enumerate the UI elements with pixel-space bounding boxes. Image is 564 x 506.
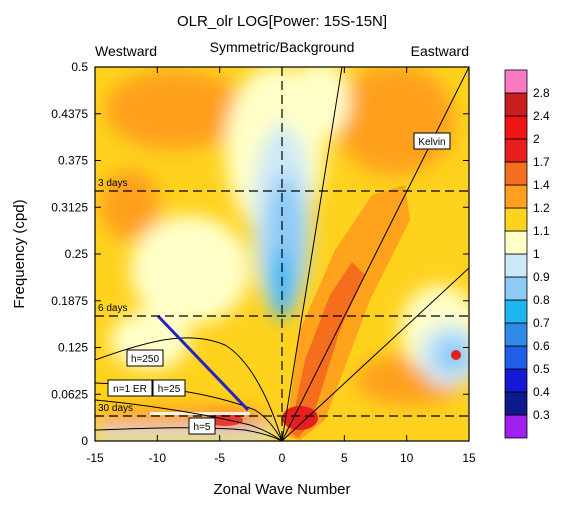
colorbar-label: 1 <box>533 247 540 261</box>
colorbar-label: 0.9 <box>533 270 550 284</box>
colorbar-label: 0.7 <box>533 316 550 330</box>
x-tick-label: -5 <box>214 451 225 465</box>
kelvin-label: Kelvin <box>418 137 445 148</box>
local-min-dot <box>451 350 461 360</box>
y-axis: 0 0.0625 0.125 0.1875 0.25 0.3125 0.375 0.4375 0… <box>51 60 469 448</box>
h250-label: h=250 <box>131 354 160 365</box>
n1-er-curve <box>95 399 283 441</box>
x-axis: -15 -10 -5 0 5 10 15 <box>86 67 476 465</box>
y-tick-label: 0 <box>81 434 88 448</box>
h250-label-box: h=250 <box>126 349 164 367</box>
colorbar-label: 1.7 <box>533 155 550 169</box>
h25-label: h=25 <box>158 384 181 395</box>
kelvin-h250-line <box>281 67 343 441</box>
colorbar-swatch <box>504 299 528 324</box>
y-tick-label: 0.1875 <box>51 294 88 308</box>
colorbar-label: 2.4 <box>533 109 550 123</box>
kelvin-label-box: Kelvin <box>413 132 451 150</box>
day-label-30: 30 days <box>98 403 133 414</box>
x-tick-label: -15 <box>86 451 104 465</box>
y-tick-label: 0.25 <box>65 247 89 261</box>
colorbar-label: 2 <box>533 132 540 146</box>
y-tick-label: 0.5 <box>71 60 88 74</box>
eastward-label: Eastward <box>411 43 469 59</box>
chart-title: OLR_olr LOG[Power: 15S-15N] <box>177 13 387 30</box>
x-tick-label: 0 <box>279 451 286 465</box>
y-axis-label: Frequency (cpd) <box>11 199 28 308</box>
h250-curve <box>95 337 283 441</box>
colorbar-swatch <box>504 230 528 255</box>
x-tick-label: 10 <box>400 451 414 465</box>
colorbar-swatch <box>504 92 528 117</box>
colorbar-swatch <box>504 138 528 163</box>
colorbar-swatch <box>504 345 528 370</box>
colorbar-swatch <box>504 322 528 347</box>
y-tick-label: 0.125 <box>58 341 88 355</box>
field-blobs <box>95 67 469 441</box>
n1er-label-box: n=1 ER <box>107 379 153 397</box>
y-tick-label: 0.0625 <box>51 387 88 401</box>
curve-labels: Kelvin h=250 n=1 ER h=25 h=5 <box>107 132 451 435</box>
colorbar-label: 1.1 <box>533 224 550 238</box>
colorbar-swatch <box>504 414 528 439</box>
dispersion-curves <box>95 67 469 441</box>
chart-subtitle: Symmetric/Background <box>210 39 355 55</box>
day-label-3: 3 days <box>98 178 127 189</box>
colorbar-swatch <box>504 184 528 209</box>
colorbar-label: 0.8 <box>533 293 550 307</box>
colorbar-swatch <box>504 69 528 94</box>
y-tick-label: 0.375 <box>58 154 88 168</box>
h5-label: h=5 <box>194 422 211 433</box>
colorbar-swatch <box>504 207 528 232</box>
kelvin-h25-line <box>281 67 469 441</box>
colorbar-label: 1.4 <box>533 178 550 192</box>
y-tick-label: 0.4375 <box>51 107 88 121</box>
x-tick-label: -10 <box>149 451 167 465</box>
colorbar-label: 0.4 <box>533 385 550 399</box>
colorbar-label: 1.2 <box>533 201 550 215</box>
kelvin-h5-line <box>281 267 469 441</box>
x-tick-label: 5 <box>341 451 348 465</box>
day-label-6: 6 days <box>98 303 127 314</box>
colorbar-swatch <box>504 391 528 416</box>
colorbar-swatch <box>504 161 528 186</box>
h5-curve <box>95 427 283 441</box>
colorbar-swatch <box>504 368 528 393</box>
colorbar-label: 0.6 <box>533 339 550 353</box>
colorbar-label: 0.5 <box>533 362 550 376</box>
westward-label: Westward <box>95 43 157 59</box>
h25-label-box: h=25 <box>152 379 186 397</box>
day-labels: 3 days 6 days 30 days <box>98 178 133 414</box>
h5-label-box: h=5 <box>188 417 216 435</box>
mjo-line <box>156 314 250 412</box>
dashed-lines <box>95 67 469 441</box>
n1er-label: n=1 ER <box>113 384 147 395</box>
colorbar: 0.3 0.4 0.5 0.6 0.7 0.8 0.9 1 1.1 1.2 1.4 1.7 2 2.4 2.… <box>504 69 550 439</box>
low-power-strip <box>150 412 250 415</box>
colorbar-swatch <box>504 276 528 301</box>
y-tick-label: 0.3125 <box>51 200 88 214</box>
colorbar-label: 2.8 <box>533 86 550 100</box>
colorbar-swatch <box>504 115 528 140</box>
colorbar-label: 0.3 <box>533 408 550 422</box>
x-tick-label: 15 <box>462 451 476 465</box>
colorbar-swatch <box>504 253 528 278</box>
x-axis-label: Zonal Wave Number <box>214 481 351 498</box>
